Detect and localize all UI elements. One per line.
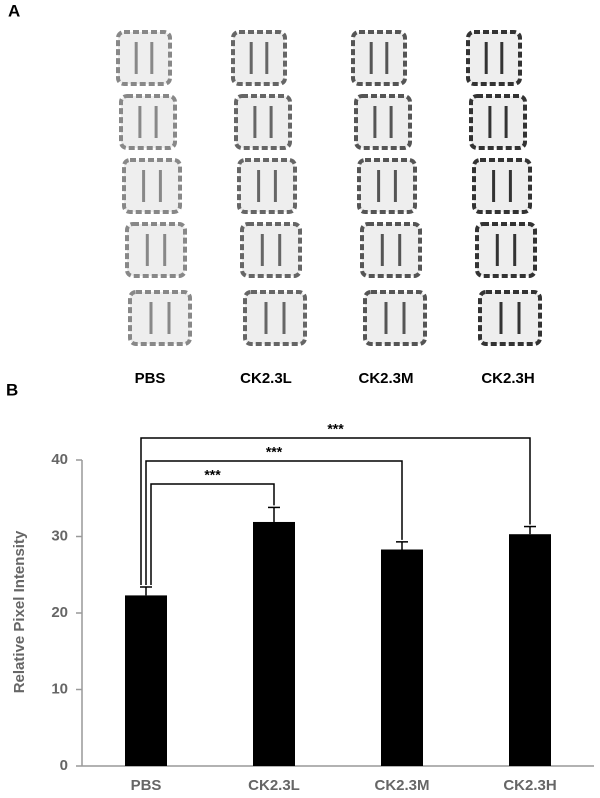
x-tick-label: CK2.3M	[374, 777, 429, 794]
vertebra	[128, 290, 192, 346]
panel-label: B	[6, 380, 18, 399]
vertebra	[243, 290, 307, 346]
panel-label: A	[8, 1, 20, 20]
vertebra-images: PBS CK2.3L CK2.3M CK2.3H	[116, 30, 542, 387]
significance-bracket	[145, 460, 403, 585]
x-tick-label: CK2.3L	[248, 777, 300, 794]
y-tick-label: 10	[51, 680, 68, 697]
vertebra	[351, 30, 407, 86]
significance-bracket	[140, 437, 531, 585]
significance-label: ***	[327, 421, 344, 437]
y-tick-label: 0	[60, 757, 68, 774]
vertebra	[466, 30, 522, 86]
vertebra	[357, 158, 417, 214]
x-tick-label: PBS	[131, 777, 162, 794]
vertebra	[360, 222, 422, 278]
vertebra	[231, 30, 287, 86]
image-label: CK2.3L	[240, 370, 292, 387]
vertebra	[472, 158, 532, 214]
bar	[125, 595, 167, 766]
vertebra	[125, 222, 187, 278]
vertebra	[237, 158, 297, 214]
vertebra	[234, 94, 292, 150]
y-tick-label: 30	[51, 527, 68, 544]
vertebra	[354, 94, 412, 150]
vertebra	[469, 94, 527, 150]
bar	[381, 549, 423, 766]
y-tick-label: 20	[51, 604, 68, 621]
image-label: PBS	[135, 370, 166, 387]
vertebra	[119, 94, 177, 150]
significance-label: ***	[266, 444, 283, 460]
vertebra	[122, 158, 182, 214]
x-tick-label: CK2.3H	[503, 777, 556, 794]
y-tick-label: 40	[51, 451, 68, 468]
significance-label: ***	[204, 467, 221, 483]
vertebra	[475, 222, 537, 278]
bar	[509, 534, 551, 766]
image-label: CK2.3M	[358, 370, 413, 387]
vertebra	[240, 222, 302, 278]
vertebra	[363, 290, 427, 346]
bar	[253, 521, 295, 766]
significance-bracket	[150, 483, 275, 585]
image-label: CK2.3H	[481, 370, 534, 387]
vertebra	[116, 30, 172, 86]
y-axis-label: Relative Pixel Intensity	[11, 530, 28, 693]
vertebra	[478, 290, 542, 346]
